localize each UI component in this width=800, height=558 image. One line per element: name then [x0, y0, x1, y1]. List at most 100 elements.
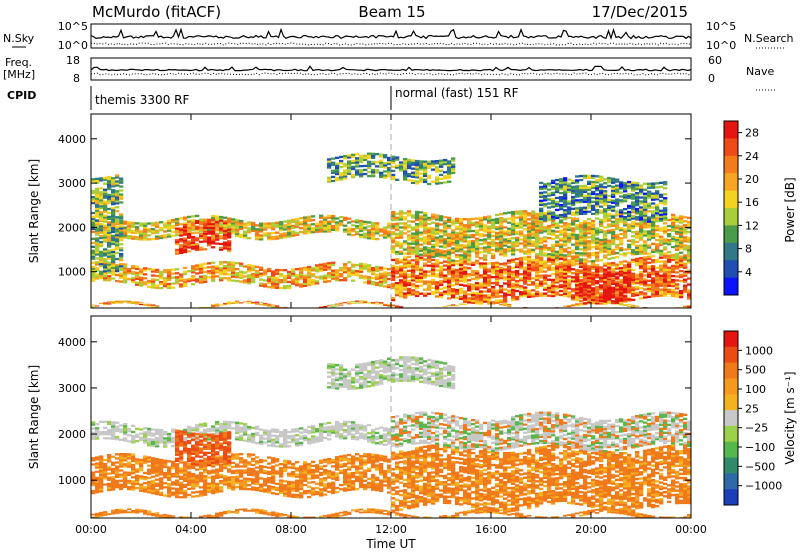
heatmap-cell	[527, 234, 531, 236]
heatmap-cell	[663, 254, 667, 256]
heatmap-cell	[187, 224, 191, 226]
heatmap-cell	[539, 267, 543, 269]
heatmap-cell	[683, 232, 687, 234]
heatmap-cell	[119, 263, 123, 265]
heatmap-cell	[403, 260, 407, 262]
heatmap-cell	[583, 222, 587, 224]
heatmap-cell	[675, 285, 679, 287]
heatmap-cell	[583, 177, 587, 179]
heatmap-cell	[407, 226, 411, 228]
heatmap-cell	[631, 249, 635, 251]
heatmap-cell	[655, 243, 659, 245]
heatmap-cell	[99, 253, 103, 255]
heatmap-cell	[207, 270, 211, 272]
heatmap-cell	[631, 205, 635, 207]
heatmap-cell	[171, 277, 175, 279]
heatmap-cell	[535, 225, 539, 227]
heatmap-cell	[239, 226, 243, 228]
heatmap-cell	[415, 291, 419, 293]
heatmap-cell	[247, 223, 251, 225]
heatmap-cell	[227, 267, 231, 269]
heatmap-cell	[615, 179, 619, 181]
heatmap-cell	[119, 301, 123, 302]
heatmap-cell	[575, 256, 579, 258]
heatmap-cell	[463, 228, 467, 230]
heatmap-cell	[379, 162, 383, 164]
heatmap-cell	[375, 153, 379, 155]
heatmap-cell	[535, 295, 539, 297]
heatmap-cell	[427, 229, 431, 231]
heatmap-cell	[519, 232, 523, 234]
heatmap-cell	[243, 271, 247, 273]
heatmap-cell	[307, 278, 311, 280]
heatmap-cell	[371, 269, 375, 271]
heatmap-cell	[119, 189, 123, 191]
heatmap-cell	[115, 200, 119, 202]
heatmap-cell	[535, 273, 539, 275]
heatmap-cell	[103, 203, 107, 205]
heatmap-cell	[135, 272, 139, 274]
heatmap-cell	[487, 294, 491, 296]
heatmap-cell	[451, 229, 455, 231]
heatmap-cell	[539, 210, 543, 212]
heatmap-cell	[347, 275, 351, 277]
heatmap-cell	[267, 270, 271, 272]
heatmap-cell	[635, 253, 639, 255]
heatmap-cell	[227, 301, 231, 302]
heatmap-cell	[591, 291, 595, 293]
heatmap-cell	[551, 234, 555, 236]
heatmap-cell	[491, 268, 495, 270]
heatmap-cell	[367, 229, 371, 231]
freq-panel: Freq. [MHz] 18 8 60 0 Nave	[3, 54, 776, 90]
heatmap-cell	[415, 243, 419, 245]
heatmap-cell	[563, 269, 567, 271]
heatmap-cell	[219, 249, 223, 251]
heatmap-cell	[99, 255, 103, 257]
heatmap-cell	[247, 221, 251, 223]
heatmap-cell	[231, 226, 235, 228]
heatmap-cell	[95, 188, 99, 190]
heatmap-cell	[263, 273, 267, 275]
ytick-label: 2000	[58, 221, 86, 234]
heatmap-cell	[519, 224, 523, 226]
heatmap-cell	[115, 190, 119, 192]
heatmap-cell	[527, 294, 531, 296]
heatmap-cell	[571, 217, 575, 219]
heatmap-cell	[499, 285, 503, 287]
heatmap-cell	[447, 273, 451, 275]
heatmap-cell	[607, 209, 611, 211]
heatmap-cell	[419, 221, 423, 223]
heatmap-cell	[419, 223, 423, 225]
heatmap-cell	[543, 295, 547, 297]
heatmap-cell	[559, 272, 563, 274]
heatmap-cell	[555, 281, 559, 283]
heatmap-cell	[447, 271, 451, 273]
heatmap-cell	[323, 221, 327, 223]
heatmap-cell	[455, 283, 459, 285]
heatmap-cell	[447, 259, 451, 261]
heatmap-cell	[619, 187, 623, 189]
heatmap-cell	[263, 223, 267, 225]
heatmap-cell	[511, 267, 515, 269]
heatmap-cell	[583, 244, 587, 246]
heatmap-cell	[343, 171, 347, 173]
heatmap-cell	[95, 202, 99, 204]
heatmap-cell	[479, 290, 483, 292]
heatmap-cell	[127, 237, 131, 239]
heatmap-cell	[531, 251, 535, 253]
heatmap-cell	[571, 280, 575, 282]
heatmap-cell	[559, 221, 563, 223]
heatmap-cell	[127, 231, 131, 233]
heatmap-cell	[143, 230, 147, 232]
heatmap-cell	[295, 284, 299, 286]
heatmap-cell	[95, 277, 99, 279]
heatmap-cell	[475, 230, 479, 232]
heatmap-cell	[647, 284, 651, 286]
heatmap-cell	[319, 268, 323, 270]
heatmap-cell	[471, 300, 475, 302]
heatmap-cell	[187, 246, 191, 248]
heatmap-cell	[523, 262, 527, 264]
heatmap-cell	[639, 208, 643, 210]
heatmap-cell	[495, 294, 499, 296]
heatmap-cell	[611, 283, 615, 285]
